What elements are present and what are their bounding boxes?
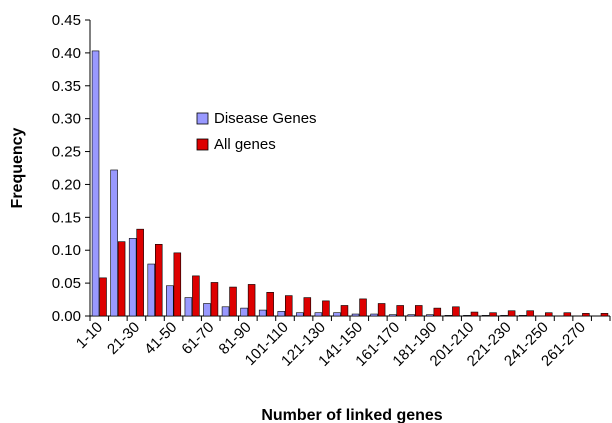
bar-all-genes (563, 312, 572, 317)
x-tick-label: 61-70 (178, 319, 217, 358)
bar-all-genes (600, 313, 609, 317)
y-tick-label: 0.35 (52, 78, 81, 95)
bar-disease-genes (333, 312, 341, 317)
bar-all-genes (136, 228, 144, 317)
bar-disease-genes (184, 297, 193, 317)
bar-disease-genes (481, 315, 490, 317)
bar-disease-genes (221, 306, 230, 317)
bar-all-genes (526, 310, 534, 317)
x-axis-title: Number of linked genes (261, 407, 442, 423)
bar-disease-genes (388, 314, 397, 317)
bars (91, 50, 609, 317)
bar-all-genes (322, 300, 330, 317)
bar-disease-genes (240, 307, 248, 317)
bar-disease-genes (296, 312, 304, 317)
bar-all-genes (377, 303, 386, 317)
bar-disease-genes (203, 303, 211, 317)
bar-all-genes (396, 305, 404, 317)
x-axis-ticks: 1-1021-3041-5061-7081-90101-110121-13014… (73, 316, 611, 370)
bar-all-genes (247, 284, 256, 317)
bar-all-genes (359, 298, 367, 317)
bar-all-genes (266, 292, 274, 317)
bar-disease-genes (351, 313, 360, 317)
bar-all-genes (489, 312, 497, 317)
bar-all-genes (507, 310, 516, 317)
bar-disease-genes (426, 314, 434, 317)
y-tick-label: 0.45 (52, 12, 81, 29)
legend: Disease Genes All genes (196, 110, 317, 153)
bar-all-genes (117, 241, 126, 317)
bar-all-genes (303, 297, 312, 317)
bar-all-genes (173, 252, 182, 317)
bar-disease-genes (314, 312, 323, 317)
legend-label-all-genes: All genes (214, 136, 276, 153)
y-tick-label: 0.40 (52, 45, 81, 62)
bar-disease-genes (444, 315, 453, 317)
bar-all-genes (414, 305, 423, 317)
y-tick-label: 0.05 (52, 275, 81, 292)
bar-all-genes (544, 312, 553, 317)
legend-swatch-disease-genes (196, 112, 209, 125)
bar-disease-genes (370, 313, 378, 317)
bar-all-genes (582, 313, 590, 317)
bar-disease-genes (258, 309, 267, 317)
bar-all-genes (210, 282, 219, 317)
x-tick-label: 21-30 (104, 319, 143, 358)
bar-all-genes (99, 277, 107, 317)
bar-disease-genes (407, 314, 415, 317)
bar-all-genes (284, 295, 293, 317)
bar-all-genes (433, 307, 442, 317)
bar-disease-genes (166, 285, 174, 317)
x-tick-label: 41-50 (141, 319, 180, 358)
bar-all-genes (470, 311, 479, 317)
bar-all-genes (452, 306, 460, 317)
legend-swatch-all-genes (196, 138, 209, 151)
bar-disease-genes (110, 169, 118, 317)
y-tick-label: 0.20 (52, 176, 81, 193)
bar-disease-genes (128, 238, 137, 317)
legend-label-disease-genes: Disease Genes (214, 110, 317, 127)
bar-all-genes (155, 244, 163, 317)
bar-disease-genes (91, 50, 100, 317)
y-tick-label: 0.25 (52, 144, 81, 161)
bar-all-genes (229, 286, 237, 317)
bar-all-genes (340, 305, 349, 317)
y-tick-label: 0.15 (52, 209, 81, 226)
bar-disease-genes (147, 263, 156, 317)
bar-disease-genes (500, 315, 508, 317)
bar-all-genes (192, 275, 200, 317)
plot-area (89, 20, 610, 317)
y-tick-label: 0.10 (52, 242, 81, 259)
bar-disease-genes (277, 311, 285, 317)
bar-disease-genes (518, 315, 527, 317)
y-tick-label: 0.00 (52, 308, 81, 325)
bar-disease-genes (463, 315, 471, 317)
y-tick-label: 0.30 (52, 111, 81, 128)
y-axis-ticks: 0.00 0.05 0.10 0.15 0.20 0.25 0.30 0.35 0.40 0.45 (52, 12, 90, 325)
y-axis-title: Frequency (9, 127, 26, 208)
